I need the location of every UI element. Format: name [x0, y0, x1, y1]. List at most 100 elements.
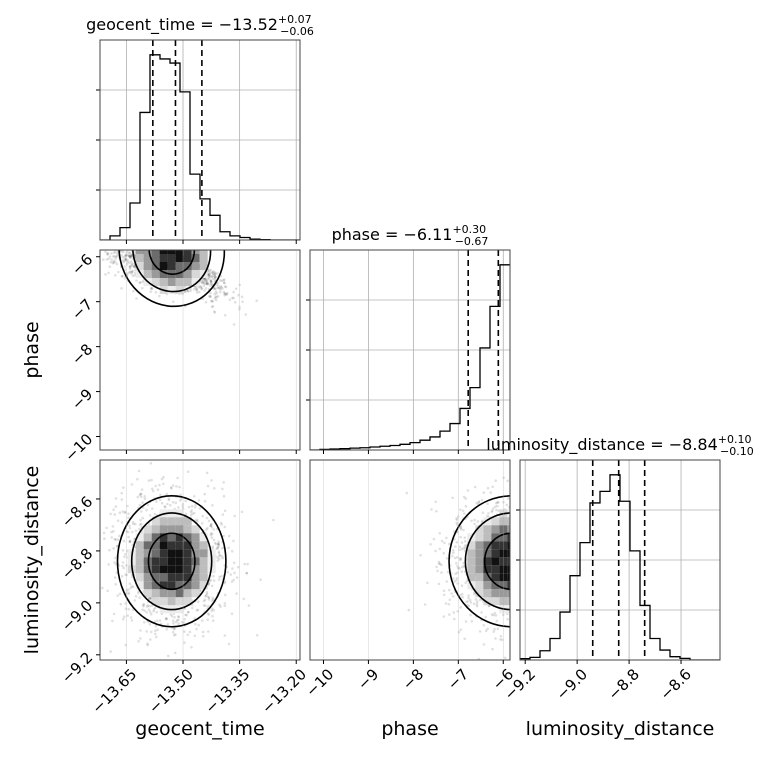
scatter-point: [462, 561, 465, 565]
scatter-point: [118, 592, 122, 596]
scatter-point: [186, 289, 190, 293]
scatter-point: [494, 637, 497, 640]
scatter-point: [486, 502, 489, 506]
scatter-point: [444, 602, 448, 605]
density-cell: [135, 557, 144, 566]
scatter-point: [158, 498, 162, 502]
scatter-point: [243, 562, 246, 566]
scatter-point: [204, 604, 207, 607]
scatter-point: [136, 477, 139, 481]
scatter-point: [123, 268, 127, 272]
histogram-steps: [520, 474, 720, 660]
density-cell: [475, 589, 484, 598]
scatter-point: [230, 612, 234, 616]
scatter-point: [492, 613, 496, 617]
scatter-point: [138, 281, 142, 285]
scatter-point: [472, 602, 476, 606]
density-cell: [191, 254, 200, 262]
scatter-point: [213, 275, 217, 278]
density-cell: [199, 565, 208, 574]
scatter-point: [121, 510, 124, 513]
scatter-point: [133, 599, 137, 602]
scatter-point: [455, 540, 459, 544]
scatter-point: [127, 591, 131, 594]
scatter-point: [407, 608, 411, 612]
histogram-steps: [100, 54, 300, 240]
scatter-point: [232, 539, 235, 543]
scatter-point: [183, 630, 186, 633]
y-axis-label: luminosity_distance: [21, 466, 43, 655]
scatter-point: [442, 593, 446, 597]
scatter-point: [492, 507, 495, 510]
density-cell: [143, 270, 152, 278]
scatter-point: [150, 478, 153, 482]
scatter-point: [436, 569, 439, 573]
density-cell: [507, 597, 510, 606]
scatter-point: [110, 258, 113, 261]
density-cell: [176, 238, 184, 246]
density-cell: [184, 222, 192, 230]
scatter-point: [177, 506, 180, 509]
scatter-point: [111, 525, 115, 528]
scatter-point: [466, 489, 470, 492]
scatter-point: [223, 580, 227, 584]
scatter-point: [459, 535, 463, 539]
scatter-point: [463, 637, 467, 641]
scatter-point: [123, 510, 127, 514]
scatter-point: [148, 610, 152, 614]
scatter-point: [158, 483, 161, 487]
scatter-point: [469, 601, 473, 604]
density-cell: [143, 250, 152, 254]
scatter-point: [225, 293, 228, 296]
scatter-point: [130, 254, 134, 258]
density-cell: [515, 597, 523, 605]
scatter-point: [192, 288, 196, 291]
scatter-point: [201, 514, 205, 518]
scatter-point: [128, 261, 131, 265]
x-tick-label: −13.35: [202, 665, 254, 717]
scatter-point: [209, 278, 212, 282]
density-cell: [135, 541, 144, 550]
scatter-point: [460, 570, 464, 573]
scatter-point: [190, 509, 193, 512]
scatter-point: [217, 542, 220, 546]
scatter-point: [131, 585, 135, 589]
scatter-point: [440, 539, 444, 543]
scatter-point: [207, 598, 211, 601]
scatter-point: [476, 520, 480, 523]
scatter-point: [506, 479, 510, 483]
scatter-point: [164, 617, 168, 621]
density-cell: [143, 254, 152, 262]
scatter-point: [223, 593, 227, 597]
density-cell: [507, 557, 510, 566]
scatter-point: [104, 273, 107, 276]
scatter-point: [460, 547, 464, 551]
scatter-point: [160, 477, 164, 481]
scatter-point: [477, 501, 481, 504]
density-cell: [176, 214, 184, 222]
density-cell: [191, 533, 200, 542]
scatter-point: [435, 509, 438, 513]
scatter-point: [132, 265, 136, 268]
scatter-point: [480, 611, 483, 614]
density-cell: [183, 533, 192, 542]
density-cell: [475, 549, 484, 558]
density-cell: [144, 230, 152, 238]
scatter-point: [149, 596, 153, 600]
scatter-point: [202, 284, 206, 288]
scatter-point: [232, 578, 235, 582]
density-cell: [183, 278, 192, 286]
scatter-point: [120, 575, 124, 578]
density-cell: [507, 525, 510, 534]
panel-frame: [309, 459, 511, 661]
scatter-point: [126, 614, 129, 617]
scatter-point: [145, 630, 148, 633]
scatter-point: [478, 598, 482, 602]
scatter-point: [148, 622, 152, 626]
scatter-point: [232, 561, 236, 565]
density-cell: [159, 589, 168, 598]
density-cell: [515, 557, 523, 565]
scatter-point: [195, 288, 199, 291]
scatter-point: [453, 580, 456, 583]
density-cell: [175, 286, 184, 294]
